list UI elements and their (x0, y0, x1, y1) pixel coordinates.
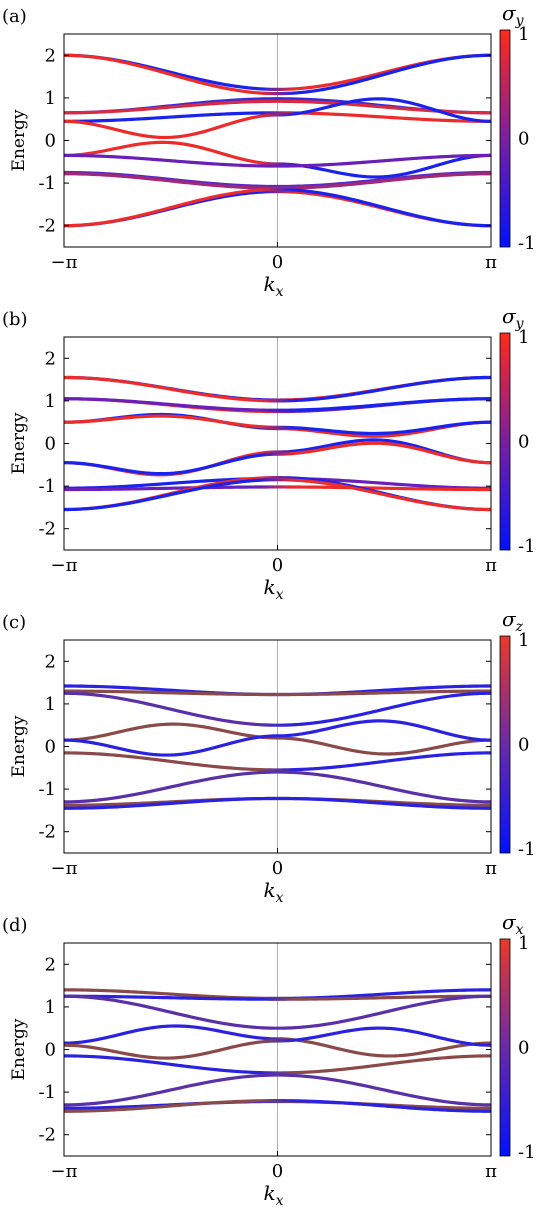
band-line (64, 375, 491, 403)
band-line (64, 770, 491, 804)
y-tick-label: 1 (45, 391, 56, 412)
x-axis-label: kx (263, 878, 283, 906)
x-tick-label: −π (51, 1161, 78, 1182)
band-line (64, 994, 491, 1001)
y-tick-label: -2 (38, 216, 56, 237)
y-axis-label: Energy (9, 1018, 29, 1080)
x-axis-label: kx (263, 272, 283, 300)
y-tick-label: 2 (45, 954, 56, 975)
band-lines (64, 684, 491, 810)
colorbar-tick-label: 0 (518, 735, 529, 756)
y-tick-label: 0 (45, 1040, 56, 1061)
colorbar-tick-label: 0 (518, 1038, 529, 1059)
band-line (64, 53, 491, 96)
band-line (64, 1099, 491, 1113)
y-tick-label: -1 (38, 476, 56, 497)
x-tick-label: −π (51, 252, 78, 273)
panel-label: (a) (2, 6, 27, 27)
y-tick-label: -2 (38, 1125, 56, 1146)
band-line (64, 187, 491, 228)
band-line (64, 397, 491, 412)
colorbar-tick-label: -1 (518, 536, 536, 557)
x-tick-label: 0 (272, 555, 283, 576)
y-tick-label: 1 (45, 694, 56, 715)
band-line (64, 691, 491, 727)
x-tick-label: π (485, 1161, 497, 1182)
band-lines (64, 988, 491, 1113)
band-line (64, 485, 491, 492)
x-tick-label: 0 (272, 1161, 283, 1182)
y-tick-label: -2 (38, 519, 56, 540)
band-line (64, 751, 491, 772)
band-line (64, 140, 491, 179)
panel-label: (d) (2, 915, 28, 936)
y-axis-label: Energy (9, 715, 29, 777)
x-tick-label: π (485, 858, 497, 879)
band-line (64, 97, 491, 140)
y-axis-label: Energy (9, 109, 29, 171)
band-lines (64, 53, 491, 228)
y-tick-label: 2 (45, 348, 56, 369)
band-line (64, 796, 491, 810)
x-tick-label: π (485, 555, 497, 576)
band-line (64, 478, 491, 512)
y-tick-label: -1 (38, 1082, 56, 1103)
y-axis-label: Energy (9, 412, 29, 474)
colorbar-tick-label: 0 (518, 129, 529, 150)
y-tick-label: 1 (45, 88, 56, 109)
colorbar (499, 938, 511, 1157)
colorbar-tick-label: 0 (518, 432, 529, 453)
y-tick-label: 2 (45, 651, 56, 672)
band-line (64, 1024, 491, 1058)
band-line (64, 689, 491, 697)
band-line (64, 1026, 491, 1060)
y-tick-label: 0 (45, 737, 56, 758)
band-line (64, 99, 491, 115)
y-tick-label: 2 (45, 45, 56, 66)
y-tick-label: -1 (38, 173, 56, 194)
y-tick-label: 0 (45, 131, 56, 152)
x-tick-label: −π (51, 858, 78, 879)
band-line (64, 1054, 491, 1075)
band-line (64, 414, 491, 436)
x-tick-label: −π (51, 555, 78, 576)
band-line (64, 111, 491, 123)
colorbar (499, 332, 511, 551)
x-tick-label: π (485, 252, 497, 273)
panel-label: (b) (2, 309, 28, 330)
y-tick-label: -2 (38, 822, 56, 843)
colorbar (499, 635, 511, 854)
colorbar (499, 29, 511, 248)
band-line (64, 441, 491, 476)
colorbar-tick-label: -1 (518, 839, 536, 860)
panel-label: (c) (2, 612, 26, 633)
x-axis-label: kx (263, 575, 283, 603)
x-tick-label: 0 (272, 252, 283, 273)
x-tick-label: 0 (272, 858, 283, 879)
band-lines (64, 375, 491, 512)
colorbar-tick-label: 1 (518, 933, 529, 954)
y-tick-label: 0 (45, 434, 56, 455)
band-line (64, 719, 491, 757)
y-tick-label: 1 (45, 997, 56, 1018)
colorbar-tick-label: 1 (518, 24, 529, 45)
colorbar-tick-label: -1 (518, 233, 536, 254)
band-line (64, 153, 491, 168)
colorbar-tick-label: -1 (518, 1142, 536, 1163)
colorbar-tick-label: 1 (518, 630, 529, 651)
y-tick-label: -1 (38, 779, 56, 800)
band-line (64, 722, 491, 756)
colorbar-tick-label: 1 (518, 327, 529, 348)
band-line (64, 994, 491, 1030)
band-line (64, 1073, 491, 1107)
x-axis-label: kx (263, 1181, 283, 1209)
